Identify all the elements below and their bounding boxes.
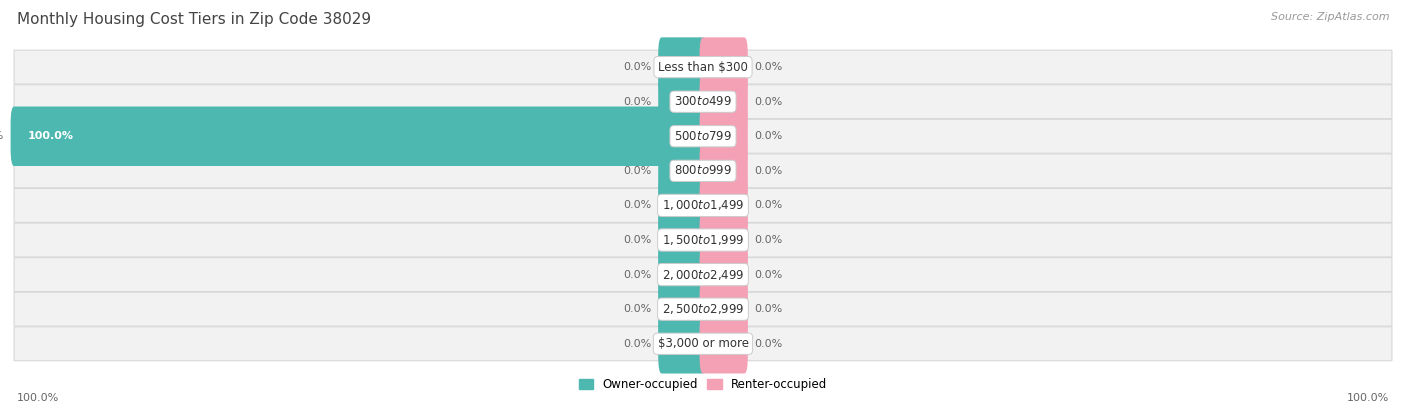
- Text: $2,500 to $2,999: $2,500 to $2,999: [662, 302, 744, 316]
- Text: 0.0%: 0.0%: [755, 304, 783, 314]
- Text: 100.0%: 100.0%: [0, 131, 4, 141]
- FancyBboxPatch shape: [700, 176, 748, 235]
- FancyBboxPatch shape: [14, 120, 1392, 153]
- FancyBboxPatch shape: [14, 327, 1392, 361]
- FancyBboxPatch shape: [700, 314, 748, 374]
- FancyBboxPatch shape: [14, 223, 1392, 257]
- Text: Monthly Housing Cost Tiers in Zip Code 38029: Monthly Housing Cost Tiers in Zip Code 3…: [17, 12, 371, 27]
- Text: $800 to $999: $800 to $999: [673, 164, 733, 177]
- Text: $500 to $799: $500 to $799: [673, 130, 733, 143]
- FancyBboxPatch shape: [658, 37, 706, 97]
- FancyBboxPatch shape: [658, 314, 706, 374]
- FancyBboxPatch shape: [700, 37, 748, 97]
- FancyBboxPatch shape: [700, 245, 748, 304]
- Text: 0.0%: 0.0%: [755, 62, 783, 72]
- Text: $1,000 to $1,499: $1,000 to $1,499: [662, 198, 744, 212]
- FancyBboxPatch shape: [658, 141, 706, 200]
- Text: 0.0%: 0.0%: [755, 200, 783, 210]
- FancyBboxPatch shape: [658, 176, 706, 235]
- Text: 0.0%: 0.0%: [623, 270, 651, 280]
- Text: 0.0%: 0.0%: [623, 166, 651, 176]
- Text: 100.0%: 100.0%: [1347, 393, 1389, 403]
- Text: $2,000 to $2,499: $2,000 to $2,499: [662, 268, 744, 282]
- FancyBboxPatch shape: [14, 188, 1392, 222]
- Text: 0.0%: 0.0%: [755, 339, 783, 349]
- Text: 100.0%: 100.0%: [28, 131, 75, 141]
- FancyBboxPatch shape: [14, 50, 1392, 84]
- Text: $3,000 or more: $3,000 or more: [658, 337, 748, 350]
- FancyBboxPatch shape: [700, 107, 748, 166]
- FancyBboxPatch shape: [700, 210, 748, 270]
- Text: 0.0%: 0.0%: [623, 97, 651, 107]
- Text: 0.0%: 0.0%: [755, 97, 783, 107]
- Text: $1,500 to $1,999: $1,500 to $1,999: [662, 233, 744, 247]
- Text: 0.0%: 0.0%: [755, 270, 783, 280]
- FancyBboxPatch shape: [658, 279, 706, 339]
- Text: 0.0%: 0.0%: [623, 62, 651, 72]
- FancyBboxPatch shape: [700, 141, 748, 200]
- Text: Source: ZipAtlas.com: Source: ZipAtlas.com: [1271, 12, 1389, 22]
- Text: $300 to $499: $300 to $499: [673, 95, 733, 108]
- FancyBboxPatch shape: [658, 210, 706, 270]
- FancyBboxPatch shape: [658, 245, 706, 304]
- Text: 0.0%: 0.0%: [755, 166, 783, 176]
- Text: 0.0%: 0.0%: [623, 235, 651, 245]
- Text: 0.0%: 0.0%: [755, 131, 783, 141]
- FancyBboxPatch shape: [14, 258, 1392, 291]
- Text: 0.0%: 0.0%: [755, 235, 783, 245]
- Text: 0.0%: 0.0%: [623, 304, 651, 314]
- Text: 0.0%: 0.0%: [623, 200, 651, 210]
- Text: 0.0%: 0.0%: [623, 339, 651, 349]
- Text: Less than $300: Less than $300: [658, 61, 748, 73]
- FancyBboxPatch shape: [14, 154, 1392, 188]
- Legend: Owner-occupied, Renter-occupied: Owner-occupied, Renter-occupied: [574, 373, 832, 395]
- FancyBboxPatch shape: [14, 85, 1392, 119]
- FancyBboxPatch shape: [658, 72, 706, 132]
- FancyBboxPatch shape: [700, 72, 748, 132]
- FancyBboxPatch shape: [700, 279, 748, 339]
- Text: 100.0%: 100.0%: [17, 393, 59, 403]
- FancyBboxPatch shape: [11, 107, 706, 166]
- FancyBboxPatch shape: [14, 292, 1392, 326]
